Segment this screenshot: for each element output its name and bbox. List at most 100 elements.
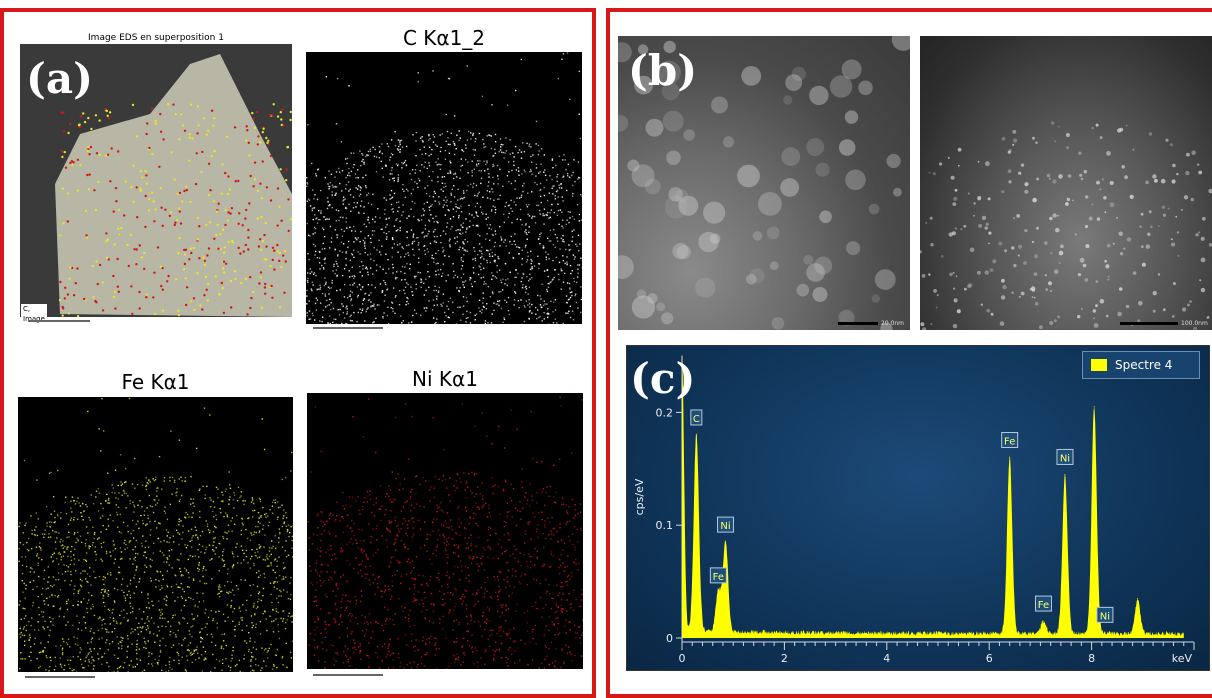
element-pixel bbox=[522, 185, 523, 186]
element-pixel bbox=[163, 561, 164, 562]
element-pixel bbox=[326, 521, 327, 522]
element-dot bbox=[68, 278, 70, 280]
element-pixel bbox=[530, 170, 531, 171]
element-pixel bbox=[536, 164, 537, 165]
element-pixel bbox=[474, 281, 475, 282]
element-pixel bbox=[55, 541, 56, 542]
element-pixel bbox=[481, 507, 482, 508]
element-pixel bbox=[218, 589, 219, 590]
element-pixel bbox=[188, 597, 189, 598]
element-pixel bbox=[483, 147, 484, 148]
element-pixel bbox=[38, 557, 39, 558]
element-pixel bbox=[435, 200, 436, 201]
element-pixel bbox=[434, 229, 435, 230]
element-pixel bbox=[389, 619, 390, 620]
element-pixel bbox=[427, 248, 428, 249]
element-pixel bbox=[474, 621, 475, 622]
element-pixel bbox=[307, 282, 308, 283]
element-pixel bbox=[417, 219, 418, 220]
element-pixel bbox=[418, 244, 419, 245]
element-pixel bbox=[514, 201, 515, 202]
element-pixel bbox=[337, 266, 338, 267]
element-pixel bbox=[529, 306, 530, 307]
element-pixel bbox=[395, 613, 396, 614]
element-pixel bbox=[49, 596, 50, 597]
element-pixel bbox=[521, 195, 522, 196]
element-pixel bbox=[348, 241, 349, 242]
element-pixel bbox=[549, 212, 550, 213]
element-pixel bbox=[367, 492, 368, 493]
element-pixel bbox=[555, 618, 556, 619]
element-pixel bbox=[312, 315, 313, 316]
element-pixel bbox=[142, 626, 143, 627]
element-pixel bbox=[380, 520, 381, 521]
element-pixel bbox=[325, 295, 326, 296]
element-dot bbox=[97, 283, 99, 285]
element-pixel bbox=[82, 503, 83, 504]
element-pixel bbox=[530, 146, 531, 147]
element-pixel bbox=[392, 256, 393, 257]
element-pixel bbox=[429, 276, 430, 277]
element-pixel bbox=[343, 532, 344, 533]
element-pixel bbox=[341, 621, 342, 622]
element-pixel bbox=[438, 250, 439, 251]
element-pixel bbox=[55, 579, 56, 580]
element-pixel bbox=[412, 536, 413, 537]
element-pixel bbox=[254, 603, 255, 604]
element-pixel bbox=[431, 180, 432, 181]
element-pixel bbox=[507, 105, 508, 106]
element-pixel bbox=[418, 249, 419, 250]
element-pixel bbox=[61, 667, 62, 668]
element-pixel bbox=[442, 273, 443, 274]
element-pixel bbox=[338, 168, 339, 169]
element-pixel bbox=[477, 193, 478, 194]
element-pixel bbox=[356, 238, 357, 239]
element-pixel bbox=[582, 632, 583, 633]
element-pixel bbox=[326, 76, 327, 77]
element-pixel bbox=[460, 561, 461, 562]
element-dot bbox=[258, 282, 260, 284]
element-pixel bbox=[387, 546, 388, 547]
element-pixel bbox=[547, 270, 548, 271]
element-pixel bbox=[20, 658, 21, 659]
element-pixel bbox=[102, 515, 103, 516]
element-pixel bbox=[451, 226, 452, 227]
element-pixel bbox=[132, 483, 133, 484]
element-pixel bbox=[124, 617, 125, 618]
element-pixel bbox=[382, 168, 383, 169]
element-pixel bbox=[401, 511, 402, 512]
element-dot bbox=[118, 209, 120, 211]
element-pixel bbox=[171, 647, 172, 648]
element-pixel bbox=[290, 616, 291, 617]
element-dot bbox=[258, 245, 260, 247]
element-dot bbox=[265, 137, 267, 139]
element-pixel bbox=[359, 284, 360, 285]
element-pixel bbox=[519, 501, 520, 502]
element-pixel bbox=[486, 250, 487, 251]
element-pixel bbox=[447, 584, 448, 585]
element-pixel bbox=[79, 652, 80, 653]
element-pixel bbox=[388, 586, 389, 587]
element-pixel bbox=[42, 651, 43, 652]
element-pixel bbox=[148, 479, 149, 480]
element-pixel bbox=[83, 616, 84, 617]
element-pixel bbox=[462, 226, 463, 227]
element-pixel bbox=[190, 504, 191, 505]
element-pixel bbox=[164, 507, 165, 508]
element-dot bbox=[132, 104, 134, 106]
element-dot bbox=[64, 297, 66, 299]
element-dot bbox=[183, 190, 185, 192]
element-pixel bbox=[151, 663, 152, 664]
element-pixel bbox=[527, 259, 528, 260]
element-pixel bbox=[159, 656, 160, 657]
element-pixel bbox=[343, 574, 344, 575]
element-pixel bbox=[519, 253, 520, 254]
element-pixel bbox=[452, 263, 453, 264]
element-dot bbox=[230, 306, 232, 308]
overlay-title: Image EDS en superposition 1 bbox=[20, 33, 292, 43]
element-dot bbox=[93, 189, 95, 191]
element-pixel bbox=[52, 618, 53, 619]
element-pixel bbox=[341, 548, 342, 549]
element-pixel bbox=[457, 199, 458, 200]
element-pixel bbox=[501, 657, 502, 658]
